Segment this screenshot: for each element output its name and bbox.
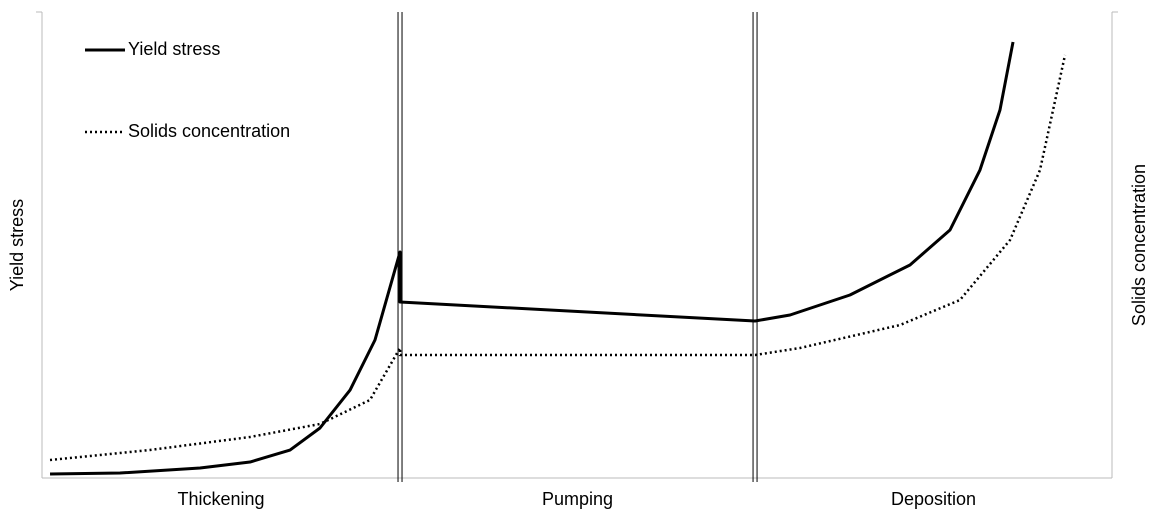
x-category-label: Thickening <box>177 489 264 509</box>
legend-label: Yield stress <box>128 39 220 59</box>
y2-axis-label: Solids concentration <box>1129 164 1149 326</box>
series-line <box>49 54 1067 462</box>
legend-label: Solids concentration <box>128 121 290 141</box>
x-category-label: Deposition <box>891 489 976 509</box>
series-line <box>50 41 1015 476</box>
y-axis-label: Yield stress <box>7 199 27 291</box>
x-category-label: Pumping <box>542 489 613 509</box>
